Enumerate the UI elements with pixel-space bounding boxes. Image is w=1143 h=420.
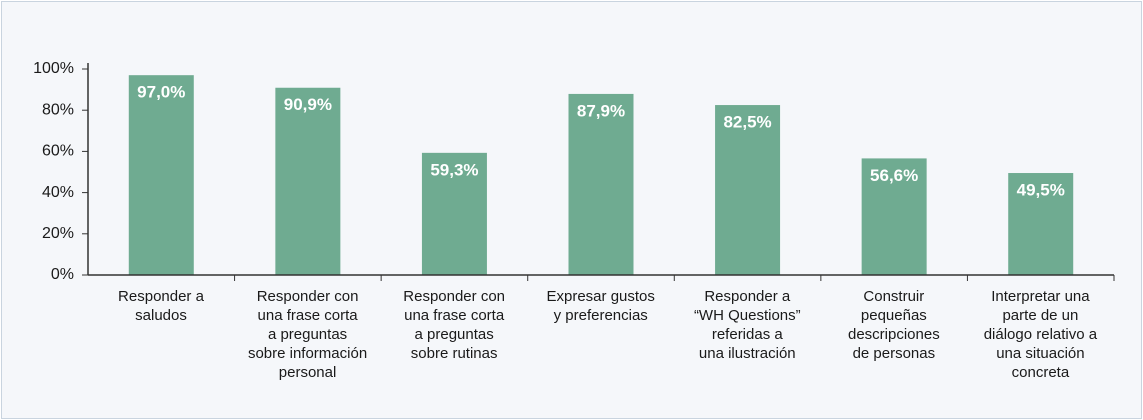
bar — [128, 75, 194, 276]
x-tick-label: Responder con una frase corta a pregunta… — [403, 288, 505, 362]
x-tick-label: Expresar gustos y preferencias — [546, 288, 655, 324]
x-tick-label: Construir pequeñas descripciones de pers… — [847, 288, 940, 362]
x-tick-label: Responder con una frase corta a pregunta… — [247, 288, 368, 381]
value-label: 59,3% — [430, 160, 478, 179]
y-tick-label: 100% — [33, 60, 74, 77]
y-tick-label: 20% — [42, 225, 74, 242]
value-label: 87,9% — [577, 101, 625, 120]
x-tick-label: Interpretar una parte de un diálogo rela… — [983, 288, 1098, 381]
y-tick-label: 60% — [42, 143, 74, 160]
y-tick-label: 0% — [51, 266, 74, 283]
bar — [568, 93, 634, 276]
value-label: 49,5% — [1017, 181, 1065, 200]
value-label: 82,5% — [723, 113, 771, 132]
y-tick-label: 80% — [42, 101, 74, 118]
value-label: 90,9% — [284, 95, 332, 114]
bar — [421, 152, 487, 275]
bar — [861, 158, 927, 275]
bar — [1008, 173, 1074, 275]
bar — [715, 105, 781, 275]
x-tick-label: Responder a saludos — [118, 288, 204, 324]
value-label: 56,6% — [870, 166, 918, 185]
value-label: 97,0% — [137, 83, 185, 102]
x-tick-label: Responder a “WH Questions” referidas a u… — [693, 288, 801, 362]
bar — [275, 87, 341, 275]
y-tick-label: 40% — [42, 184, 74, 201]
